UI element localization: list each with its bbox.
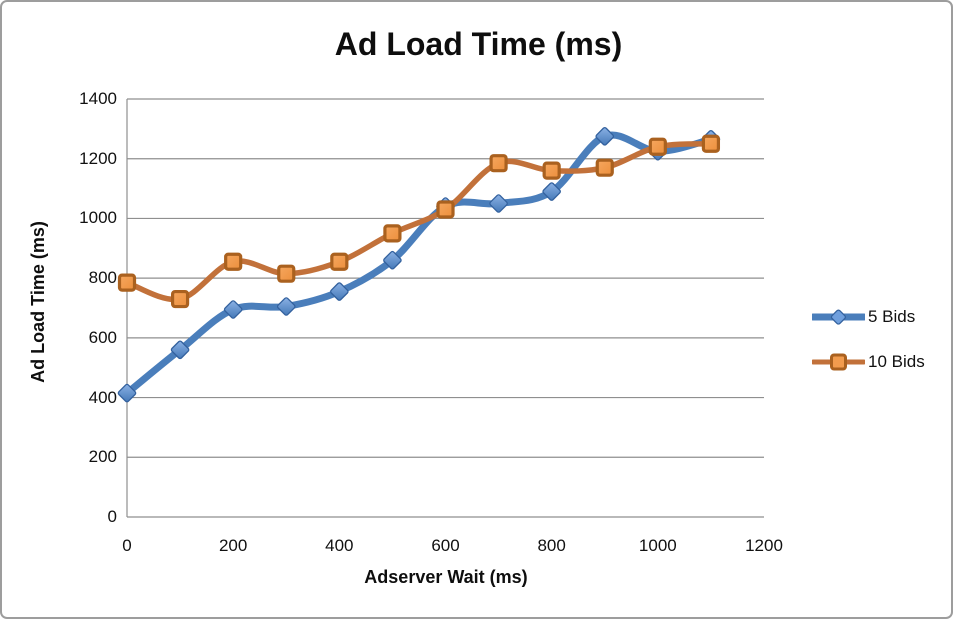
legend-label: 10 Bids bbox=[868, 352, 925, 371]
data-point-square bbox=[117, 273, 137, 292]
series-line-10-bids bbox=[124, 141, 714, 303]
data-point-diamond bbox=[330, 282, 349, 301]
data-point-diamond bbox=[117, 383, 137, 403]
data-point-diamond bbox=[383, 250, 402, 270]
x-tick-label: 800 bbox=[537, 536, 566, 555]
x-tick-label: 600 bbox=[431, 536, 460, 555]
data-point-square bbox=[489, 154, 508, 173]
y-tick-label: 1400 bbox=[79, 89, 117, 108]
x-tick-label: 1000 bbox=[638, 536, 677, 555]
x-tick-label: 1200 bbox=[745, 536, 783, 555]
orange-square-line-icon bbox=[812, 353, 865, 371]
y-axis-title: Ad Load Time (ms) bbox=[28, 221, 48, 383]
y-tick-label: 1200 bbox=[79, 148, 117, 168]
data-point-square bbox=[170, 289, 190, 309]
data-point-diamond bbox=[489, 194, 508, 213]
legend-item-10-bids: 10 Bids bbox=[812, 352, 925, 372]
x-tick-label: 200 bbox=[218, 536, 248, 555]
data-point-diamond bbox=[170, 340, 190, 360]
data-point-diamond bbox=[542, 182, 561, 201]
y-tick-label: 800 bbox=[88, 268, 117, 288]
data-point-square bbox=[330, 252, 349, 271]
data-point-square bbox=[224, 252, 243, 271]
x-axis-title: Adserver Wait (ms) bbox=[364, 567, 528, 587]
legend-label: 5 Bids bbox=[868, 307, 916, 326]
series-line-5-bids bbox=[123, 131, 715, 397]
y-tick-label: 400 bbox=[88, 387, 117, 407]
data-point-square bbox=[648, 137, 667, 156]
x-tick-label: 0 bbox=[122, 536, 132, 555]
y-tick-label: 200 bbox=[88, 447, 117, 467]
y-tick-label: 600 bbox=[88, 327, 117, 347]
blue-diamond-line-icon bbox=[812, 309, 865, 325]
data-point-square bbox=[383, 224, 402, 243]
data-point-square bbox=[701, 134, 721, 153]
data-point-square bbox=[436, 200, 455, 219]
data-point-square bbox=[542, 161, 561, 180]
data-point-square bbox=[595, 158, 614, 177]
y-tick-label: 1000 bbox=[79, 208, 117, 228]
y-tick-label: 0 bbox=[107, 507, 117, 526]
data-point-square bbox=[277, 264, 296, 283]
data-point-diamond bbox=[223, 300, 243, 319]
chart-title: Ad Load Time (ms) bbox=[334, 26, 623, 62]
data-point-diamond bbox=[595, 127, 615, 146]
legend-item-5-bids: 5 Bids bbox=[812, 307, 925, 327]
x-tick-label: 400 bbox=[325, 536, 354, 555]
data-point-diamond bbox=[276, 297, 296, 316]
legend: 5 Bids 10 Bids bbox=[812, 307, 925, 372]
